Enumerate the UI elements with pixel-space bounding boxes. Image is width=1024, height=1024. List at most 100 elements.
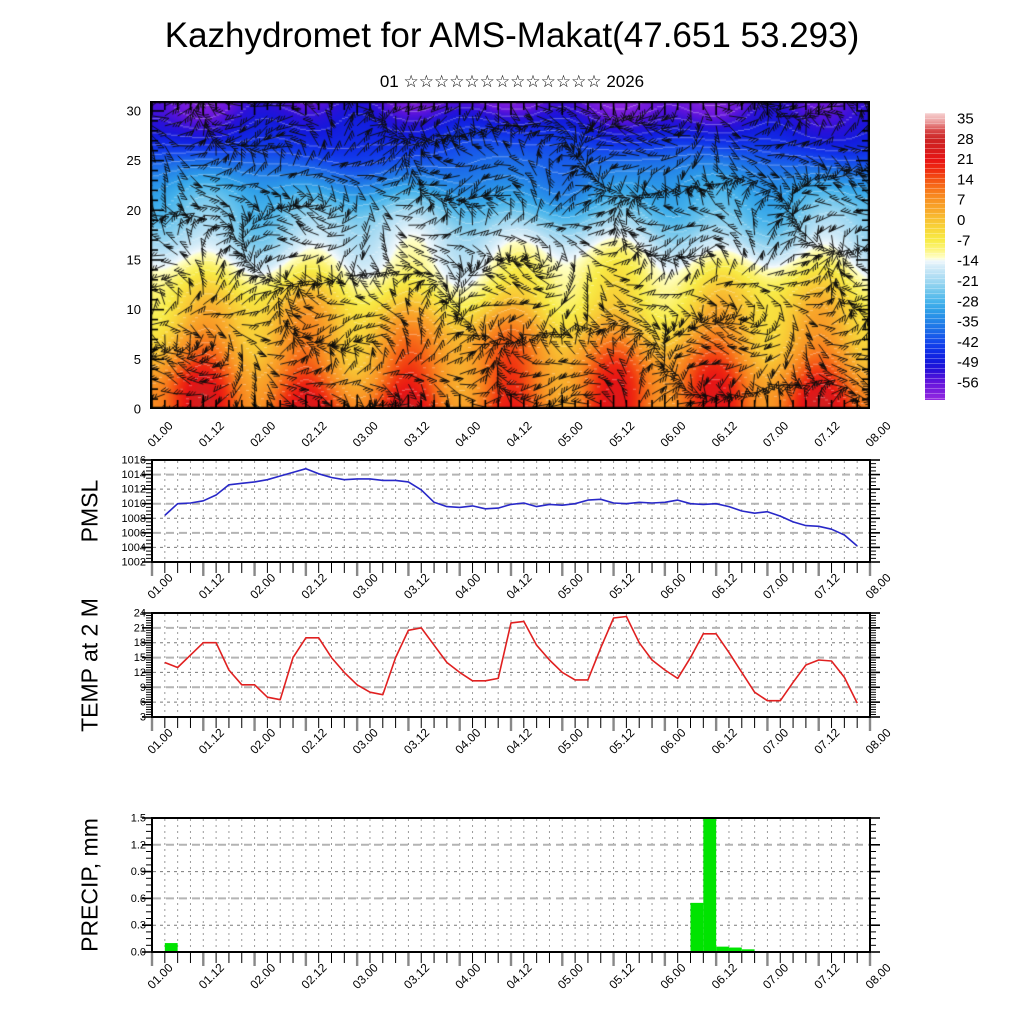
precip-bar — [728, 947, 742, 951]
time-tick-label: 01.00 — [145, 725, 176, 756]
colorbar-gradient — [925, 113, 945, 400]
y-tick-label: 0.3 — [131, 920, 146, 932]
time-tick-label: 08.00 — [863, 725, 894, 756]
precip-bar — [164, 943, 178, 951]
time-tick-label: 02.00 — [247, 418, 278, 449]
colorbar-label: 28 — [957, 131, 974, 148]
colorbar-label: -42 — [957, 334, 979, 351]
time-tick-label: 07.00 — [760, 418, 791, 449]
time-tick-label: 05.00 — [555, 960, 586, 991]
height-tick-label: 25 — [127, 153, 141, 168]
time-tick-label: 03.00 — [350, 960, 381, 991]
time-tick-label: 06.12 — [709, 725, 740, 756]
time-tick-label: 07.00 — [760, 725, 791, 756]
panel-border — [151, 459, 871, 563]
height-tick-label: 5 — [134, 352, 141, 367]
y-tick-label: 1006 — [122, 527, 146, 539]
time-tick-label: 02.12 — [298, 725, 329, 756]
time-tick-label: 01.12 — [196, 960, 227, 991]
time-tick-label: 05.12 — [606, 725, 637, 756]
y-tick-label: 1016 — [122, 455, 146, 467]
time-tick-label: 01.00 — [145, 570, 176, 601]
time-tick-label: 06.00 — [657, 960, 688, 991]
time-tick-label: 05.12 — [606, 960, 637, 991]
time-tick-label: 08.00 — [863, 960, 894, 991]
time-tick-label: 05.00 — [555, 418, 586, 449]
y-tick-label: 6 — [140, 697, 146, 709]
precip-bar — [741, 949, 755, 951]
y-tick-label: 1014 — [122, 469, 146, 481]
time-tick-label: 08.00 — [863, 570, 894, 601]
precip-axis-title: PRECIP, mm — [76, 818, 103, 952]
time-tick-label: 01.12 — [196, 725, 227, 756]
time-tick-label: 02.00 — [247, 570, 278, 601]
colorbar-label: 7 — [957, 192, 965, 209]
pmsl-panel: 1002 1004 1006 1008 1010 1012 1014 1016 01.00 01.… — [122, 455, 894, 602]
panel-border — [151, 612, 871, 718]
y-tick-label: 1008 — [122, 513, 146, 525]
temp2m-line — [164, 615, 858, 704]
time-tick-label: 02.12 — [298, 570, 329, 601]
y-tick-label: 21 — [134, 622, 146, 634]
colorbar-label: 14 — [957, 171, 974, 188]
colorbar-label: -14 — [957, 253, 979, 270]
y-tick-label: 1.2 — [131, 839, 146, 851]
height-tick-label: 10 — [127, 302, 141, 317]
y-tick-label: 1002 — [122, 557, 146, 569]
time-tick-label: 03.00 — [350, 418, 381, 449]
y-tick-label: 0.0 — [131, 947, 146, 959]
y-tick-label: 0.9 — [131, 866, 146, 878]
page-subtitle: 01 ☆☆☆☆☆☆☆☆☆☆☆☆☆ 2026 — [379, 72, 645, 91]
time-tick-label: 01.12 — [196, 570, 227, 601]
y-tick-label: 1010 — [122, 498, 146, 510]
time-tick-label: 07.12 — [811, 570, 842, 601]
time-tick-label: 04.00 — [452, 725, 483, 756]
time-tick-label: 06.12 — [709, 418, 740, 449]
height-tick-label: 20 — [127, 203, 141, 218]
time-tick-label: 04.12 — [504, 418, 535, 449]
pmsl-line — [164, 467, 858, 547]
time-tick-label: 04.00 — [452, 570, 483, 601]
y-tick-label: 1.5 — [131, 813, 146, 825]
height-tick-label: 30 — [127, 103, 141, 118]
precip-bar — [690, 902, 704, 951]
time-tick-label: 07.00 — [760, 960, 791, 991]
time-tick-label: 04.12 — [504, 960, 535, 991]
time-tick-label: 05.00 — [555, 570, 586, 601]
y-tick-label: 0.6 — [131, 893, 146, 905]
time-tick-label: 04.00 — [452, 418, 483, 449]
precip-panel: 0.0 0.3 0.6 0.9 1.2 1.5 01.00 01.12 02.00 02.12 03… — [131, 813, 894, 992]
y-tick-label: 24 — [134, 608, 146, 620]
time-tick-label: 03.00 — [350, 570, 381, 601]
colorbar-label: -21 — [957, 273, 979, 290]
time-tick-label: 04.12 — [504, 570, 535, 601]
colorbar-label: -49 — [957, 354, 979, 371]
time-tick-label: 02.12 — [298, 960, 329, 991]
height-tick-label: 0 — [134, 402, 141, 417]
time-tick-label: 04.12 — [504, 725, 535, 756]
colorbar-label: 0 — [957, 212, 965, 229]
time-tick-label: 02.00 — [247, 725, 278, 756]
time-tick-label: 03.12 — [401, 570, 432, 601]
pmsl-axis-title: PMSL — [76, 479, 103, 543]
panel-border — [151, 817, 871, 953]
precip-bar — [716, 946, 729, 951]
height-tick-label: 15 — [127, 252, 141, 267]
colorbar-label: -35 — [957, 314, 979, 331]
colorbar-label: 21 — [957, 151, 974, 168]
page-title: Kazhydromet for AMS-Makat(47.651 53.293) — [164, 16, 860, 55]
temp-axis-title: TEMP at 2 M — [76, 598, 103, 732]
colorbar-labels: 35 28 21 14 7 0 -7 -14 -21 -28 -35 -42 -49 -56 — [957, 111, 979, 392]
time-tick-label: 01.00 — [145, 960, 176, 991]
colorbar-stripes — [925, 113, 945, 400]
time-tick-label: 03.12 — [401, 960, 432, 991]
y-tick-label: 1004 — [122, 542, 146, 554]
time-tick-label: 03.12 — [401, 725, 432, 756]
time-tick-label: 01.12 — [196, 418, 227, 449]
colorbar-label: -28 — [957, 293, 979, 310]
time-tick-label: 05.00 — [555, 725, 586, 756]
time-tick-label: 06.00 — [657, 725, 688, 756]
time-tick-label: 07.00 — [760, 570, 791, 601]
time-tick-label: 08.00 — [863, 418, 894, 449]
